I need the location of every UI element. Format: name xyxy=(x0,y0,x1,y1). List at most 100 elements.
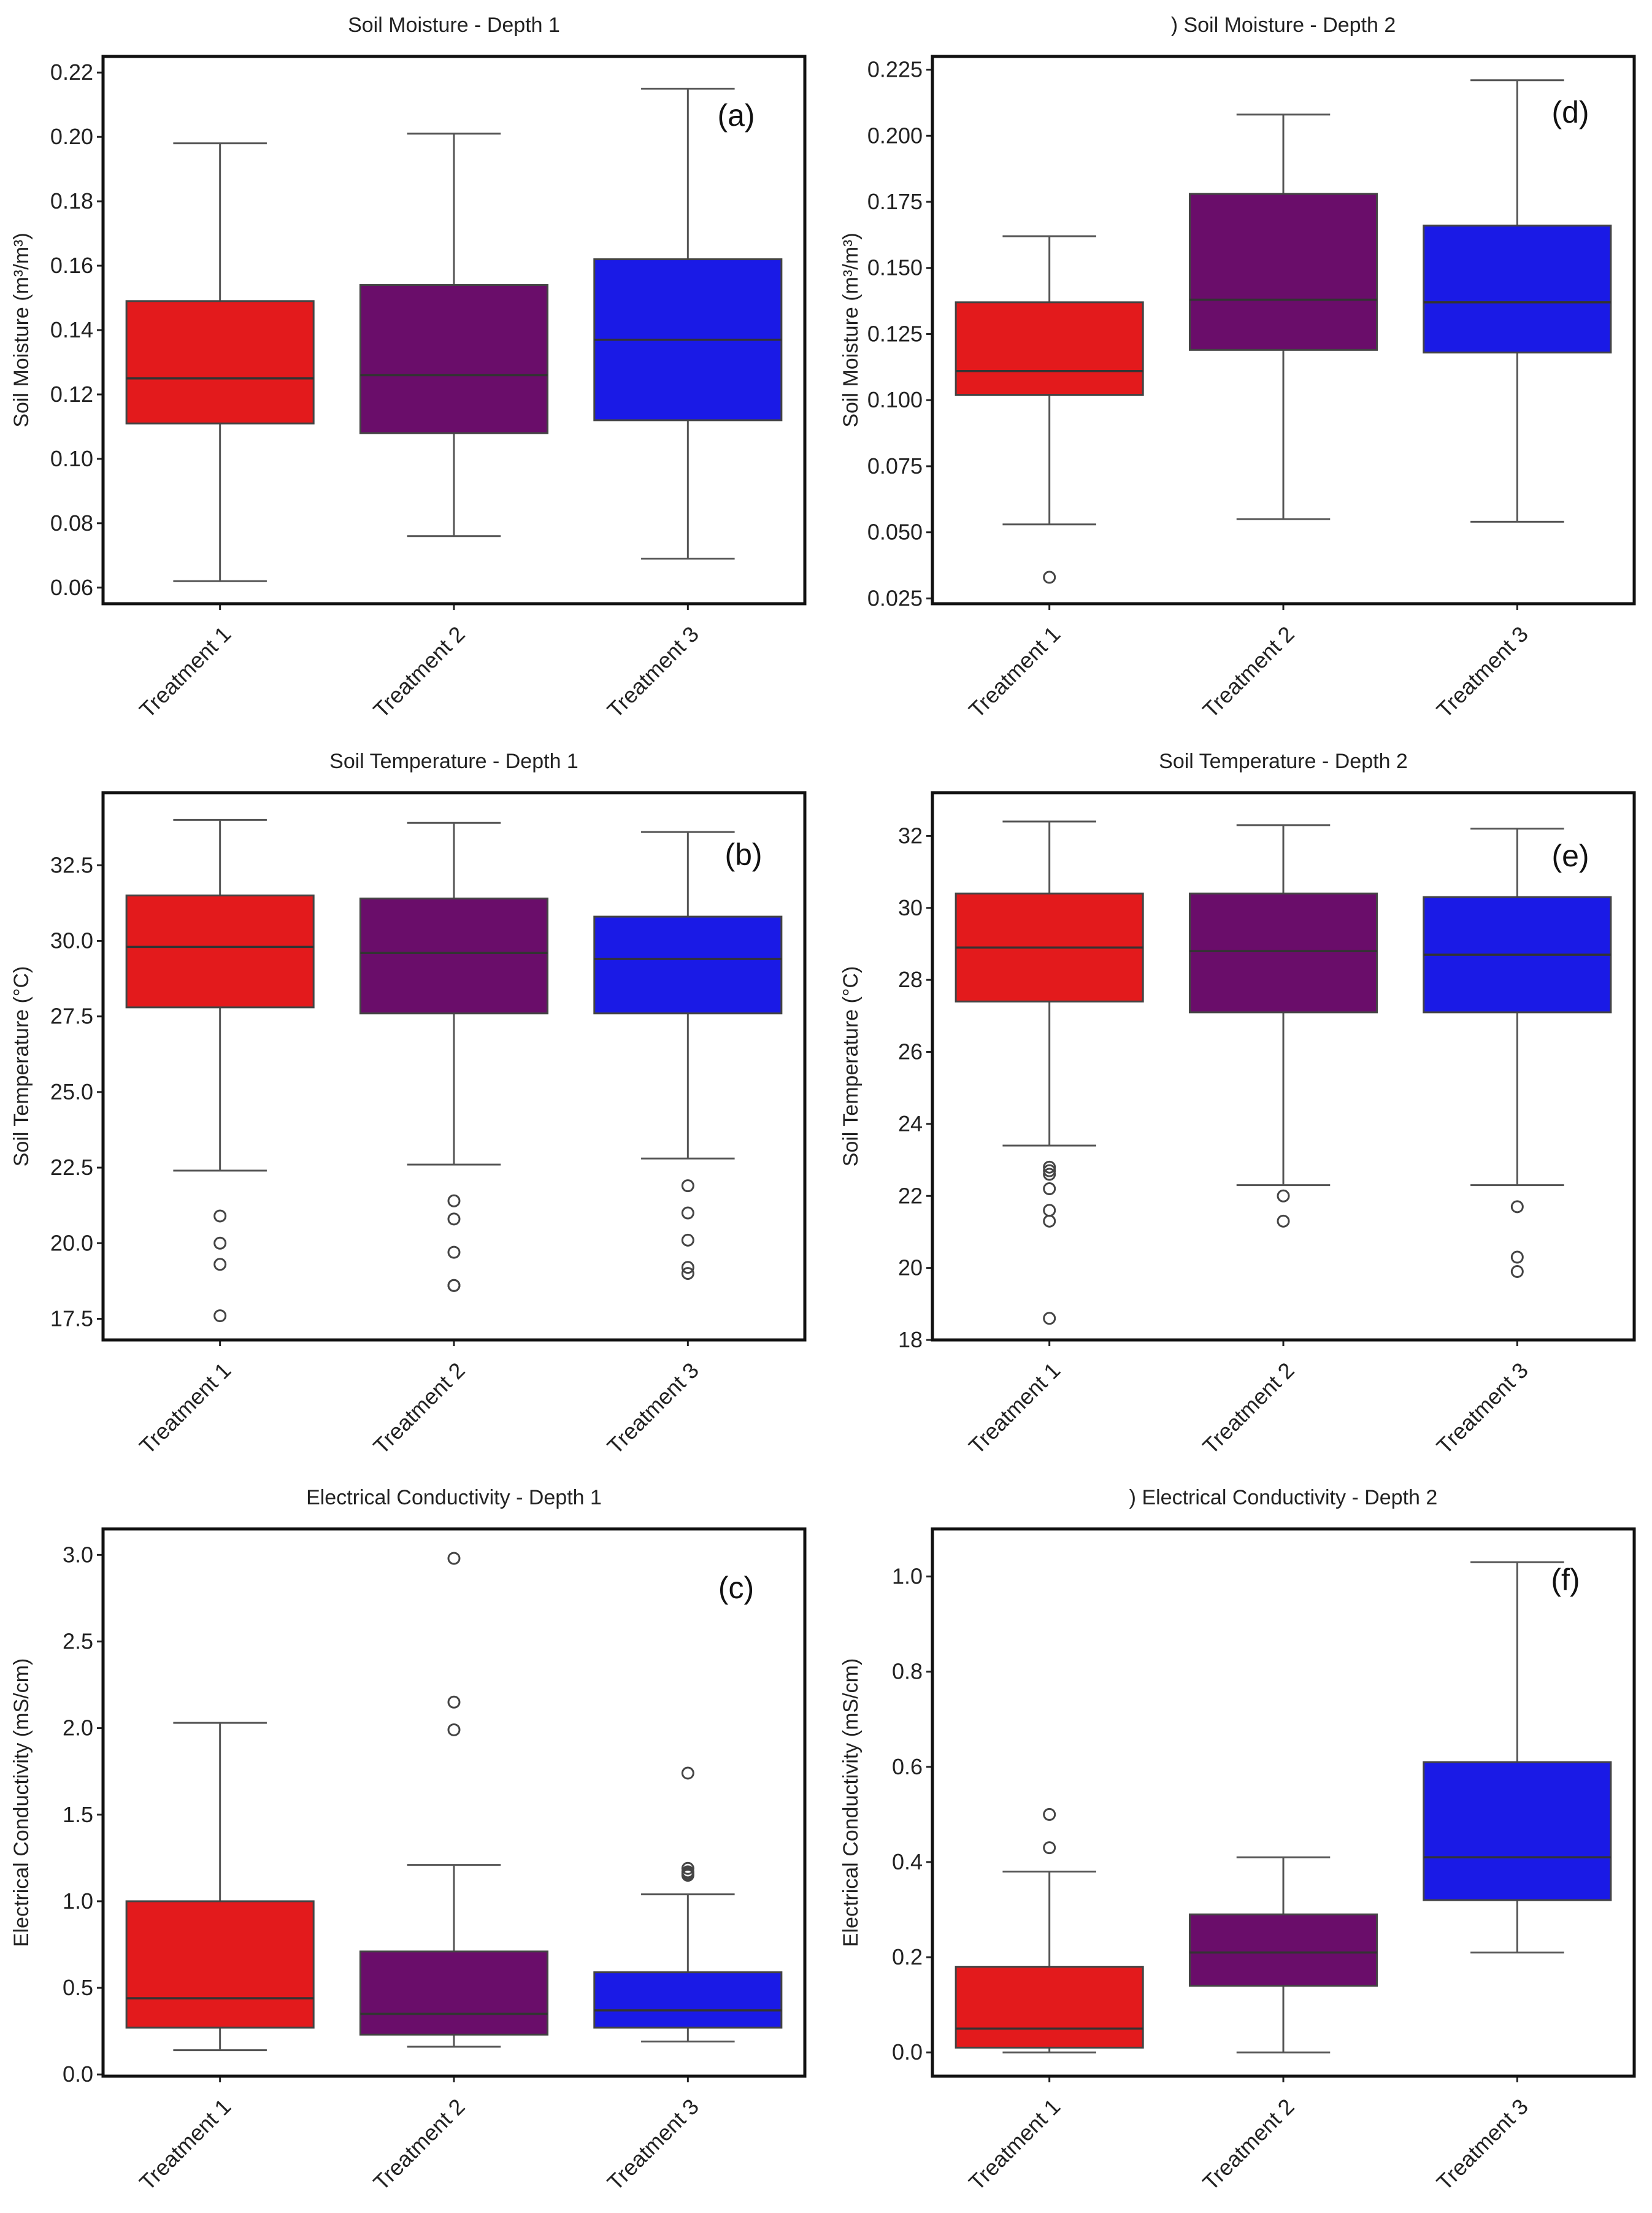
y-tick-label: 1.0 xyxy=(892,1564,923,1589)
y-tick-label: 0.20 xyxy=(50,124,93,149)
outlier-point xyxy=(1043,1841,1056,1855)
y-tick-label: 18 xyxy=(898,1327,923,1352)
y-tick-label: 20.0 xyxy=(50,1230,93,1255)
plot-frame xyxy=(101,1527,807,2078)
y-tick-label: 25.0 xyxy=(50,1079,93,1104)
panel-label: (c) xyxy=(718,1571,754,1605)
y-tick-label: 0.0 xyxy=(63,2061,93,2087)
outlier-point xyxy=(213,1236,227,1250)
outlier-point xyxy=(1510,1265,1524,1278)
outlier-point xyxy=(1043,1182,1056,1196)
outlier-point xyxy=(447,1194,461,1207)
box-2 xyxy=(359,133,549,537)
y-tick-label: 32.5 xyxy=(50,852,93,877)
y-tick-label: 0.06 xyxy=(50,575,93,600)
y-tick-label: 0.0 xyxy=(892,2039,923,2065)
outlier-point xyxy=(1277,1189,1290,1203)
y-axis-label: Electrical Conductivity (mS/cm) xyxy=(839,1658,862,1947)
box-2 xyxy=(1188,1856,1378,2053)
box-1 xyxy=(955,235,1144,584)
outlier-point xyxy=(1510,1200,1524,1214)
outlier-point xyxy=(1043,571,1056,584)
outlier-point xyxy=(213,1209,227,1223)
outlier-point xyxy=(447,1552,461,1565)
y-axis-label: Soil Moisture (m³/m³) xyxy=(839,233,862,427)
iqr-box xyxy=(359,1950,549,2036)
iqr-box xyxy=(1188,1913,1378,1987)
outlier-point xyxy=(681,1261,694,1274)
chart-title: Soil Moisture - Depth 1 xyxy=(348,13,560,37)
y-tick-label: 30 xyxy=(898,895,923,920)
outlier-point xyxy=(1043,1160,1056,1174)
y-axis-label: Soil Temperature (°C) xyxy=(10,966,33,1167)
iqr-box xyxy=(593,915,783,1015)
outlier-point xyxy=(1043,1164,1056,1177)
y-tick-label: 26 xyxy=(898,1039,923,1064)
outlier-point xyxy=(1043,1312,1056,1325)
y-tick-label: 0.18 xyxy=(50,188,93,214)
panel-label: (a) xyxy=(717,98,755,133)
panel-label: (f) xyxy=(1551,1563,1580,1597)
y-tick-label: 0.5 xyxy=(63,1975,93,2000)
y-tick-label: 22.5 xyxy=(50,1155,93,1180)
plot-frame xyxy=(931,1527,1636,2078)
outlier-point xyxy=(1043,1168,1056,1181)
y-tick-label: 0.2 xyxy=(892,1944,923,1969)
outlier-point xyxy=(447,1723,461,1736)
chart-title: Electrical Conductivity - Depth 1 xyxy=(306,1486,602,1509)
outlier-point xyxy=(681,1233,694,1247)
y-tick-label: 0.22 xyxy=(50,60,93,85)
y-tick-label: 17.5 xyxy=(50,1306,93,1331)
y-tick-label: 20 xyxy=(898,1255,923,1280)
iqr-box xyxy=(955,1966,1144,2049)
plot-frame xyxy=(931,791,1636,1342)
panel-label: (b) xyxy=(724,837,762,872)
y-tick-label: 0.8 xyxy=(892,1659,923,1684)
outlier-point xyxy=(213,1309,227,1323)
box-1 xyxy=(125,142,315,582)
y-tick-label: 0.150 xyxy=(867,255,923,280)
y-tick-label: 0.12 xyxy=(50,382,93,407)
outlier-point xyxy=(681,1267,694,1280)
outlier-point xyxy=(1043,1214,1056,1228)
y-tick-label: 0.14 xyxy=(50,317,93,342)
outlier-point xyxy=(447,1279,461,1292)
y-tick-label: 32 xyxy=(898,823,923,848)
outlier-point xyxy=(681,1206,694,1220)
box-1 xyxy=(955,1807,1144,2053)
box-3 xyxy=(1423,79,1612,523)
y-tick-label: 3.0 xyxy=(63,1542,93,1567)
y-tick-label: 0.10 xyxy=(50,446,93,471)
outlier-point xyxy=(447,1212,461,1226)
plot-frame xyxy=(101,791,807,1342)
iqr-box xyxy=(1423,1761,1612,1901)
box-3 xyxy=(593,831,783,1280)
chart-title: ) Soil Moisture - Depth 2 xyxy=(1171,13,1396,37)
y-tick-label: 0.225 xyxy=(867,57,923,82)
y-tick-label: 0.025 xyxy=(867,585,923,610)
panel-label: (e) xyxy=(1551,839,1589,873)
iqr-box xyxy=(359,897,549,1015)
iqr-box xyxy=(593,1971,783,2029)
iqr-box xyxy=(1423,225,1612,354)
outlier-point xyxy=(447,1695,461,1709)
y-tick-label: 2.5 xyxy=(63,1628,93,1653)
y-axis-label: Soil Temperature (°C) xyxy=(839,966,862,1167)
box-1 xyxy=(955,820,1144,1325)
y-tick-label: 27.5 xyxy=(50,1004,93,1029)
y-tick-label: 1.5 xyxy=(63,1802,93,1827)
outlier-point xyxy=(681,1869,694,1882)
y-tick-label: 22 xyxy=(898,1183,923,1208)
y-axis-label: Soil Moisture (m³/m³) xyxy=(10,233,33,427)
chart-title: ) Electrical Conductivity - Depth 2 xyxy=(1129,1486,1438,1509)
iqr-box xyxy=(1188,892,1378,1014)
box-3 xyxy=(1423,1561,1612,1953)
y-tick-label: 0.200 xyxy=(867,123,923,148)
y-tick-label: 30.0 xyxy=(50,928,93,953)
y-tick-label: 2.0 xyxy=(63,1715,93,1741)
box-1 xyxy=(125,818,315,1323)
box-2 xyxy=(1188,824,1378,1228)
box-2 xyxy=(1188,114,1378,520)
y-tick-label: 1.0 xyxy=(63,1888,93,1914)
